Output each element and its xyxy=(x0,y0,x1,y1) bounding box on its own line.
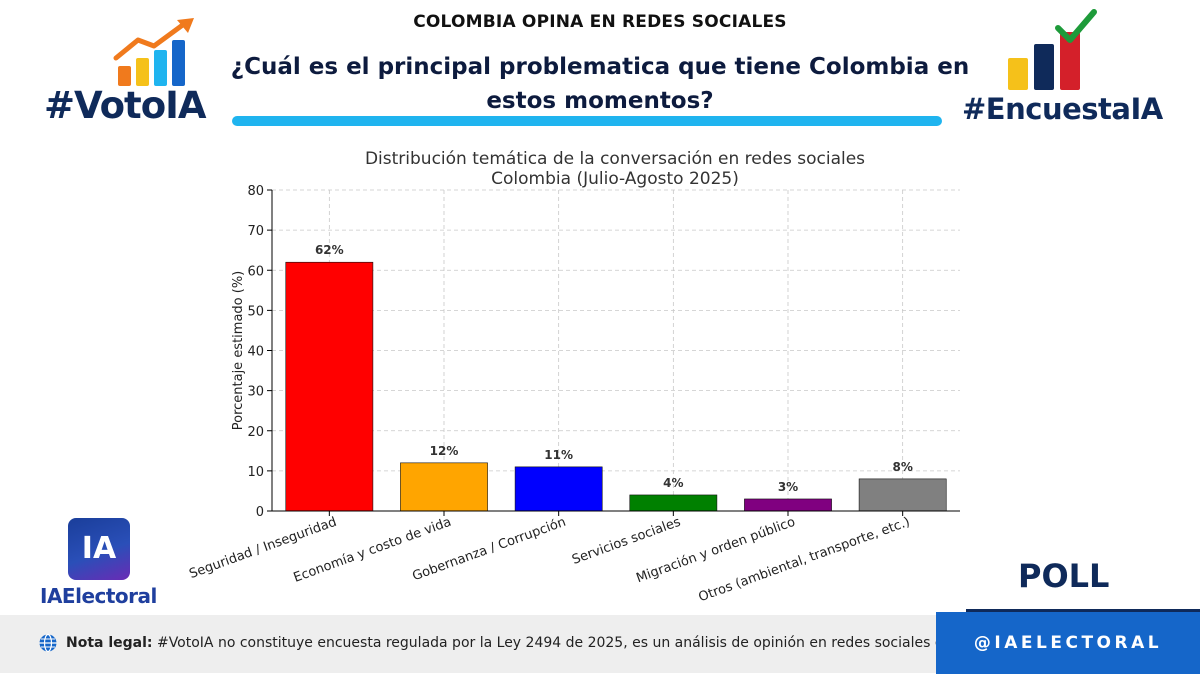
poll-label: POLL xyxy=(1018,557,1110,595)
footer-bar xyxy=(0,615,936,673)
bar-value-label: 62% xyxy=(315,243,344,257)
bar-value-label: 12% xyxy=(430,444,459,458)
y-tick-label: 40 xyxy=(247,345,264,360)
bar-1 xyxy=(285,261,374,512)
bar-chart: Distribución temática de la conversación… xyxy=(187,149,960,606)
chart-subtitle: Colombia (Julio-Agosto 2025) xyxy=(491,169,739,189)
y-tick-label: 0 xyxy=(256,505,264,520)
bars-check-icon xyxy=(1008,9,1097,90)
handle-accent xyxy=(966,609,1200,614)
x-tick-label: Otros (ambiental, transporte, etc.) xyxy=(697,515,912,606)
question-title: ¿Cuál es el principal problematica que t… xyxy=(230,54,970,114)
bar-value-label: 3% xyxy=(778,480,798,494)
encuestaia-logo: #EncuestaIA xyxy=(960,8,1163,130)
bar-value-label: 11% xyxy=(544,448,573,462)
legal-text: #VotoIA no constituye encuesta regulada … xyxy=(152,635,983,651)
bar-value-label: 8% xyxy=(892,460,912,474)
bar-5 xyxy=(744,498,832,512)
y-axis-label: Porcentaje estimado (%) xyxy=(231,271,246,431)
y-tick-label: 30 xyxy=(247,385,264,400)
header-kicker: COLOMBIA OPINA EN REDES SOCIALES xyxy=(413,12,787,32)
globe-icon xyxy=(39,633,57,653)
iaelectoral-logo: IA IAElectoral xyxy=(40,516,170,611)
y-tick-label: 50 xyxy=(247,304,264,319)
y-tick-label: 80 xyxy=(247,184,264,199)
bar-6 xyxy=(858,478,947,512)
encuestaia-tag: #EncuestaIA xyxy=(962,92,1163,126)
y-tick-label: 20 xyxy=(247,425,264,440)
bar-2 xyxy=(400,462,488,512)
y-tick-label: 60 xyxy=(247,264,264,279)
votoia-logo: #VotoIA xyxy=(44,14,214,129)
bar-value-label: 4% xyxy=(663,476,683,490)
ia-name: IAElectoral xyxy=(40,584,157,608)
chart-title: Distribución temática de la conversación… xyxy=(365,149,865,169)
divider-bar xyxy=(232,116,942,126)
bar-4 xyxy=(629,494,718,512)
rising-bars-icon xyxy=(113,18,194,86)
handle-link[interactable]: @IAELECTORAL xyxy=(936,612,1200,674)
y-tick-label: 70 xyxy=(247,224,264,239)
y-tick-label: 10 xyxy=(247,465,264,480)
votoia-tag: #VotoIA xyxy=(44,84,207,127)
ia-box: IA xyxy=(68,518,130,580)
legal-label: Nota legal: xyxy=(66,635,153,651)
bar-3 xyxy=(514,466,603,512)
legal-note: Nota legal: #VotoIA no constituye encues… xyxy=(66,635,982,651)
